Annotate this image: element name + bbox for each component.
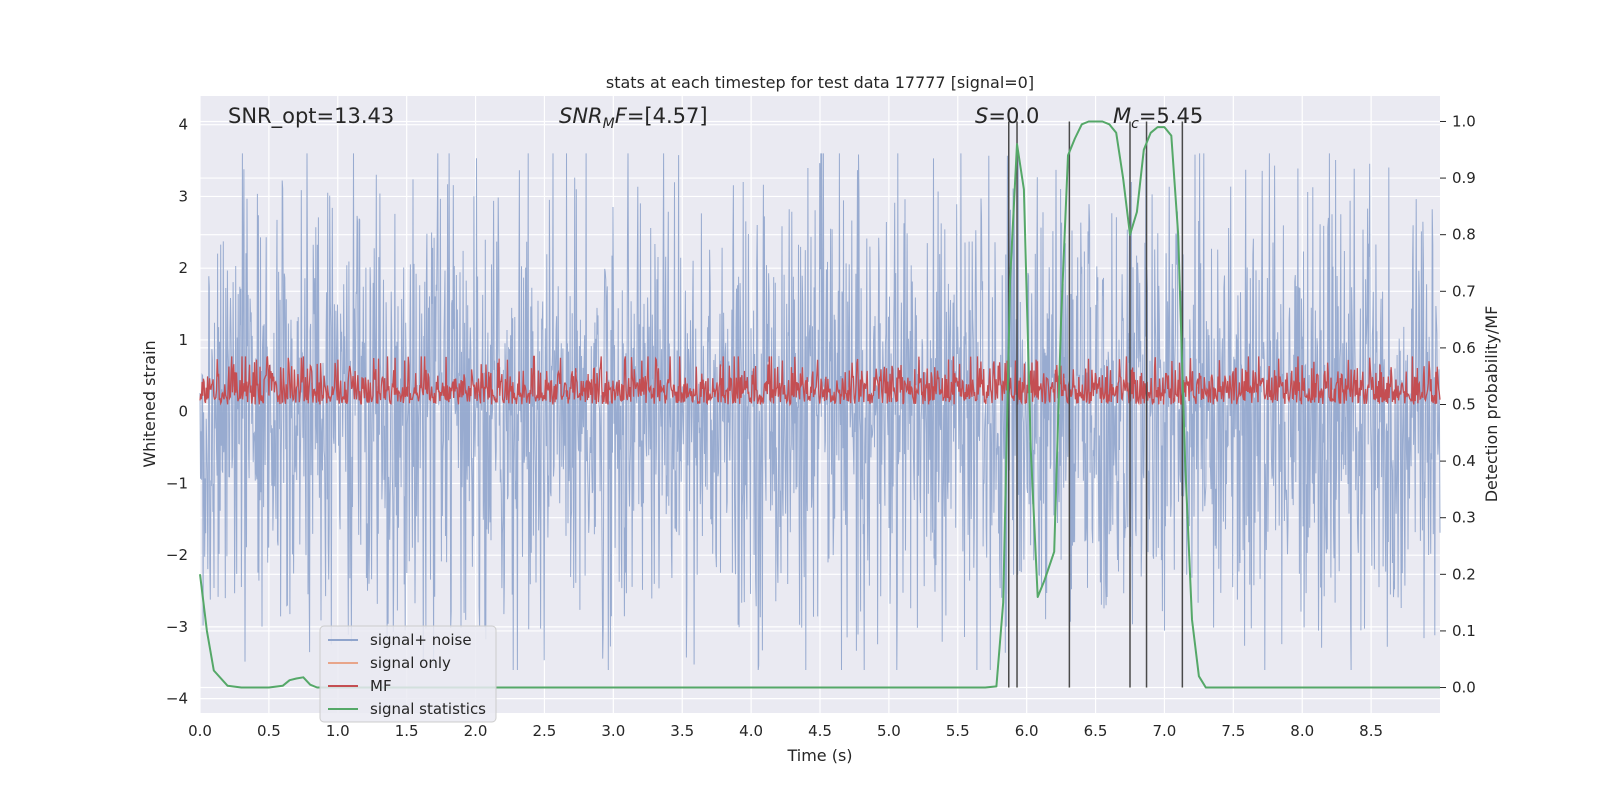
x-tick-label: 5.5 xyxy=(946,722,970,740)
y2-tick-label: 0.2 xyxy=(1452,565,1476,583)
y2-axis-label: Detection probability/MF xyxy=(1482,306,1501,503)
chart-title: stats at each timestep for test data 177… xyxy=(606,73,1034,92)
y-tick-label: −2 xyxy=(166,546,188,564)
signal-noise-line xyxy=(199,153,1441,671)
signal-statistics-series xyxy=(199,120,1440,689)
legend-label-signal-statistics: signal statistics xyxy=(370,700,486,718)
x-tick-label: 6.5 xyxy=(1084,722,1108,740)
x-tick-label: 3.5 xyxy=(670,722,694,740)
mc-annotation: Mc=5.45 xyxy=(1113,104,1203,132)
y2-tick-label: 0.4 xyxy=(1452,452,1476,470)
x-tick-label: 0.5 xyxy=(257,722,281,740)
legend-label-mf: MF xyxy=(370,677,392,695)
legend-label-signal-noise: signal+ noise xyxy=(370,631,472,649)
y-tick-label: −3 xyxy=(166,618,188,636)
x-tick-label: 3.0 xyxy=(601,722,625,740)
x-tick-label: 8.5 xyxy=(1359,722,1383,740)
snr-mf-annotation: SNRMF=[4.57] xyxy=(559,104,708,132)
y-tick-label: 1 xyxy=(178,331,188,349)
legend-label-signal-only: signal only xyxy=(370,654,451,672)
x-tick-labels: 0.0 0.5 1.0 1.5 2.0 2.5 3.0 3.5 4.0 4.5 5.0 5.5 6.0 6… xyxy=(188,722,1383,740)
vertical-markers xyxy=(1008,121,1184,688)
y2-tick-label: 0.3 xyxy=(1452,509,1476,527)
x-tick-label: 1.0 xyxy=(326,722,350,740)
y2-tick-label: 0.0 xyxy=(1452,679,1476,697)
x-tick-label: 1.5 xyxy=(395,722,419,740)
y-axis-label: Whitened strain xyxy=(140,340,159,467)
y-tick-label: 0 xyxy=(178,403,188,421)
snr-opt-annotation: SNR_opt=13.43 xyxy=(228,104,394,129)
y2-tick-label: 0.7 xyxy=(1452,282,1476,300)
x-tick-label: 7.5 xyxy=(1221,722,1245,740)
y-tick-label: −1 xyxy=(166,474,188,492)
x-tick-label: 5.0 xyxy=(877,722,901,740)
x-tick-label: 4.5 xyxy=(808,722,832,740)
x-tick-label: 2.0 xyxy=(464,722,488,740)
y2-tick-label: 0.5 xyxy=(1452,396,1476,414)
y2-tick-label: 1.0 xyxy=(1452,112,1476,130)
x-tick-label: 4.0 xyxy=(739,722,763,740)
x-tick-label: 7.0 xyxy=(1153,722,1177,740)
mf-series xyxy=(199,355,1441,407)
y-tick-label: 4 xyxy=(178,116,188,134)
y2-tick-labels: 1.0 0.9 0.8 0.7 0.6 0.5 0.4 0.3 0.2 0.1 0.0 xyxy=(1440,112,1476,697)
y-tick-label: −4 xyxy=(166,690,188,708)
x-tick-label: 2.5 xyxy=(533,722,557,740)
y-tick-label: 2 xyxy=(178,259,188,277)
y2-tick-label: 0.6 xyxy=(1452,339,1476,357)
y-tick-labels: 4 3 2 1 0 −1 −2 −3 −4 xyxy=(166,116,188,708)
signal-statistics-line xyxy=(199,120,1440,689)
x-tick-label: 0.0 xyxy=(188,722,212,740)
legend: signal+ noise signal only MF signal stat… xyxy=(319,625,497,723)
x-axis-label: Time (s) xyxy=(786,746,852,765)
y-tick-label: 3 xyxy=(178,187,188,205)
y2-tick-label: 0.1 xyxy=(1452,622,1476,640)
s-annotation: S=0.0 xyxy=(975,104,1039,128)
y2-tick-label: 0.9 xyxy=(1452,169,1476,187)
mf-line xyxy=(199,355,1441,407)
y2-tick-label: 0.8 xyxy=(1452,226,1476,244)
legend-box xyxy=(319,625,497,723)
signal-noise-series xyxy=(199,153,1441,671)
x-tick-label: 8.0 xyxy=(1290,722,1314,740)
x-tick-label: 6.0 xyxy=(1015,722,1039,740)
